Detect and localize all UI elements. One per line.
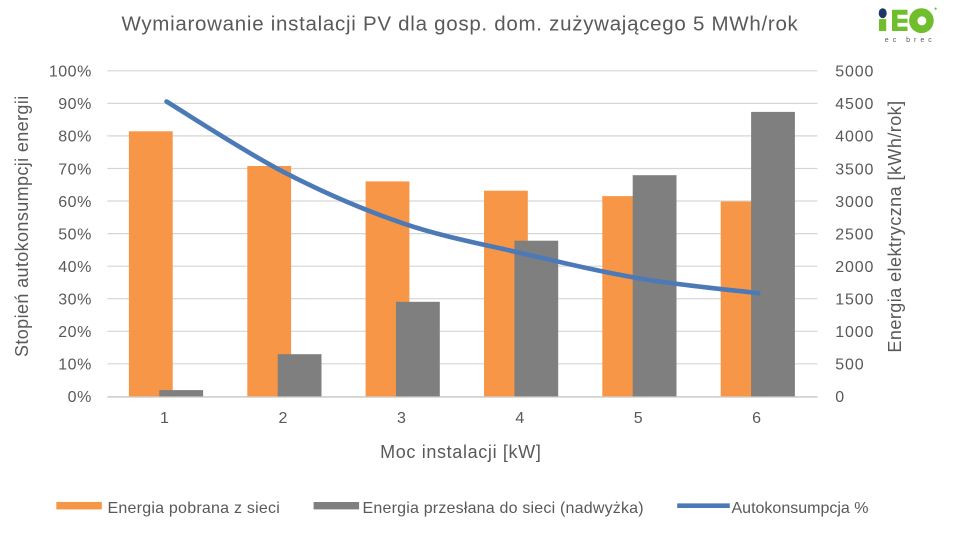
- svg-text:90%: 90%: [58, 96, 92, 113]
- svg-text:70%: 70%: [58, 161, 92, 178]
- svg-text:Autokonsumpcja %: Autokonsumpcja %: [732, 500, 869, 517]
- svg-text:1: 1: [160, 410, 169, 427]
- svg-text:40%: 40%: [58, 259, 92, 276]
- svg-text:3000: 3000: [835, 194, 874, 211]
- svg-text:Wymiarowanie instalacji PV dla: Wymiarowanie instalacji PV dla gosp. dom…: [121, 12, 798, 35]
- svg-text:500: 500: [835, 357, 864, 374]
- svg-text:0: 0: [835, 389, 845, 406]
- svg-text:5: 5: [634, 410, 643, 427]
- svg-text:ec brec: ec brec: [885, 37, 936, 44]
- svg-text:1500: 1500: [835, 292, 874, 309]
- svg-text:30%: 30%: [58, 292, 92, 309]
- svg-text:2: 2: [279, 410, 288, 427]
- svg-text:80%: 80%: [58, 129, 92, 146]
- svg-text:6: 6: [752, 410, 761, 427]
- svg-text:10%: 10%: [58, 357, 92, 374]
- svg-text:20%: 20%: [58, 324, 92, 341]
- svg-text:3500: 3500: [835, 161, 874, 178]
- svg-text:Moc instalacji [kW]: Moc instalacji [kW]: [380, 442, 541, 462]
- svg-text:0%: 0%: [68, 389, 92, 406]
- svg-text:Energia pobrana z sieci: Energia pobrana z sieci: [108, 500, 281, 517]
- svg-text:4500: 4500: [835, 96, 874, 113]
- svg-text:4000: 4000: [835, 129, 874, 146]
- svg-text:2500: 2500: [835, 226, 874, 243]
- svg-text:Energia elektryczna [kWh/rok]: Energia elektryczna [kWh/rok]: [885, 100, 905, 352]
- svg-text:60%: 60%: [58, 194, 92, 211]
- svg-text:1000: 1000: [835, 324, 874, 341]
- svg-text:5000: 5000: [835, 64, 874, 81]
- svg-text:2000: 2000: [835, 259, 874, 276]
- svg-text:50%: 50%: [58, 226, 92, 243]
- svg-text:100%: 100%: [49, 64, 92, 81]
- svg-text:3: 3: [397, 410, 406, 427]
- svg-text:Stopień autokonsumpcji energii: Stopień autokonsumpcji energii: [12, 95, 32, 357]
- svg-text:Energia przesłana do sieci (na: Energia przesłana do sieci (nadwyżka): [363, 500, 644, 517]
- svg-text:4: 4: [515, 410, 524, 427]
